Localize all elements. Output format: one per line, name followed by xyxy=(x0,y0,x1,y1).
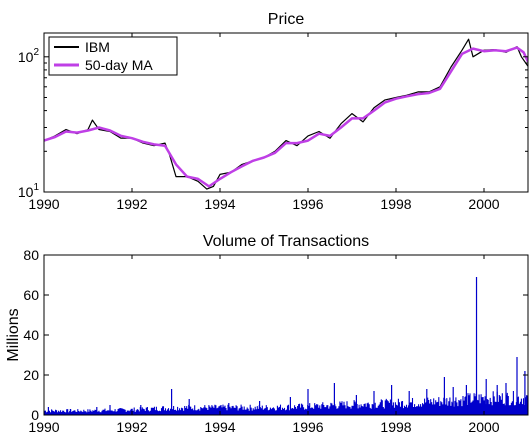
volume-axes-frame xyxy=(43,254,529,416)
price-y-ticks: 101 102 xyxy=(18,47,528,200)
price-y-tick-label: 101 xyxy=(18,182,40,200)
volume-base-bars xyxy=(44,391,528,415)
price-plot-area xyxy=(44,38,528,190)
volume-y-tick-label: 40 xyxy=(23,327,39,343)
series-line-ibm xyxy=(44,38,528,190)
price-axes-frame xyxy=(43,32,529,193)
volume-bars-layer xyxy=(44,277,528,415)
volume-x-tick-label: 1990 xyxy=(28,419,59,435)
volume-title: Volume of Transactions xyxy=(203,233,369,250)
price-y-tick-label: 102 xyxy=(18,47,40,65)
volume-x-tick-label: 1992 xyxy=(116,419,147,435)
price-x-tick-label: 1992 xyxy=(116,196,147,212)
price-panel: Price 1990 1992 1994 1996 1998 2000 101 102 IB… xyxy=(18,11,529,212)
volume-panel: Volume of Transactions Millions 1990 1992… xyxy=(5,233,529,435)
price-title: Price xyxy=(268,11,305,28)
price-x-tick-label: 2000 xyxy=(468,196,499,212)
price-x-ticks: 1990 1992 1994 1996 1998 2000 xyxy=(28,33,500,212)
price-series-layer xyxy=(44,38,528,190)
series-line-ma xyxy=(44,46,528,188)
volume-x-tick-label: 1998 xyxy=(380,419,411,435)
price-x-tick-label: 1994 xyxy=(204,196,235,212)
legend-label-ibm: IBM xyxy=(85,39,110,55)
volume-x-tick-label: 1996 xyxy=(292,419,323,435)
price-x-tick-label: 1998 xyxy=(380,196,411,212)
price-x-tick-label: 1990 xyxy=(28,196,59,212)
legend-label-ma: 50-day MA xyxy=(85,57,153,73)
volume-y-tick-label: 0 xyxy=(31,407,39,423)
price-legend: IBM 50-day MA xyxy=(48,36,178,76)
volume-y-axis-label: Millions xyxy=(5,308,22,361)
volume-y-tick-label: 60 xyxy=(23,287,39,303)
volume-y-tick-label: 20 xyxy=(23,367,39,383)
volume-x-tick-label: 1994 xyxy=(204,419,235,435)
legend-box xyxy=(48,36,178,76)
price-x-tick-label: 1996 xyxy=(292,196,323,212)
volume-y-tick-label: 80 xyxy=(23,247,39,263)
volume-x-ticks: 1990 1992 1994 1996 1998 2000 xyxy=(28,255,500,435)
volume-x-tick-label: 2000 xyxy=(468,419,499,435)
volume-y-ticks: 0 20 40 60 80 xyxy=(23,247,528,423)
